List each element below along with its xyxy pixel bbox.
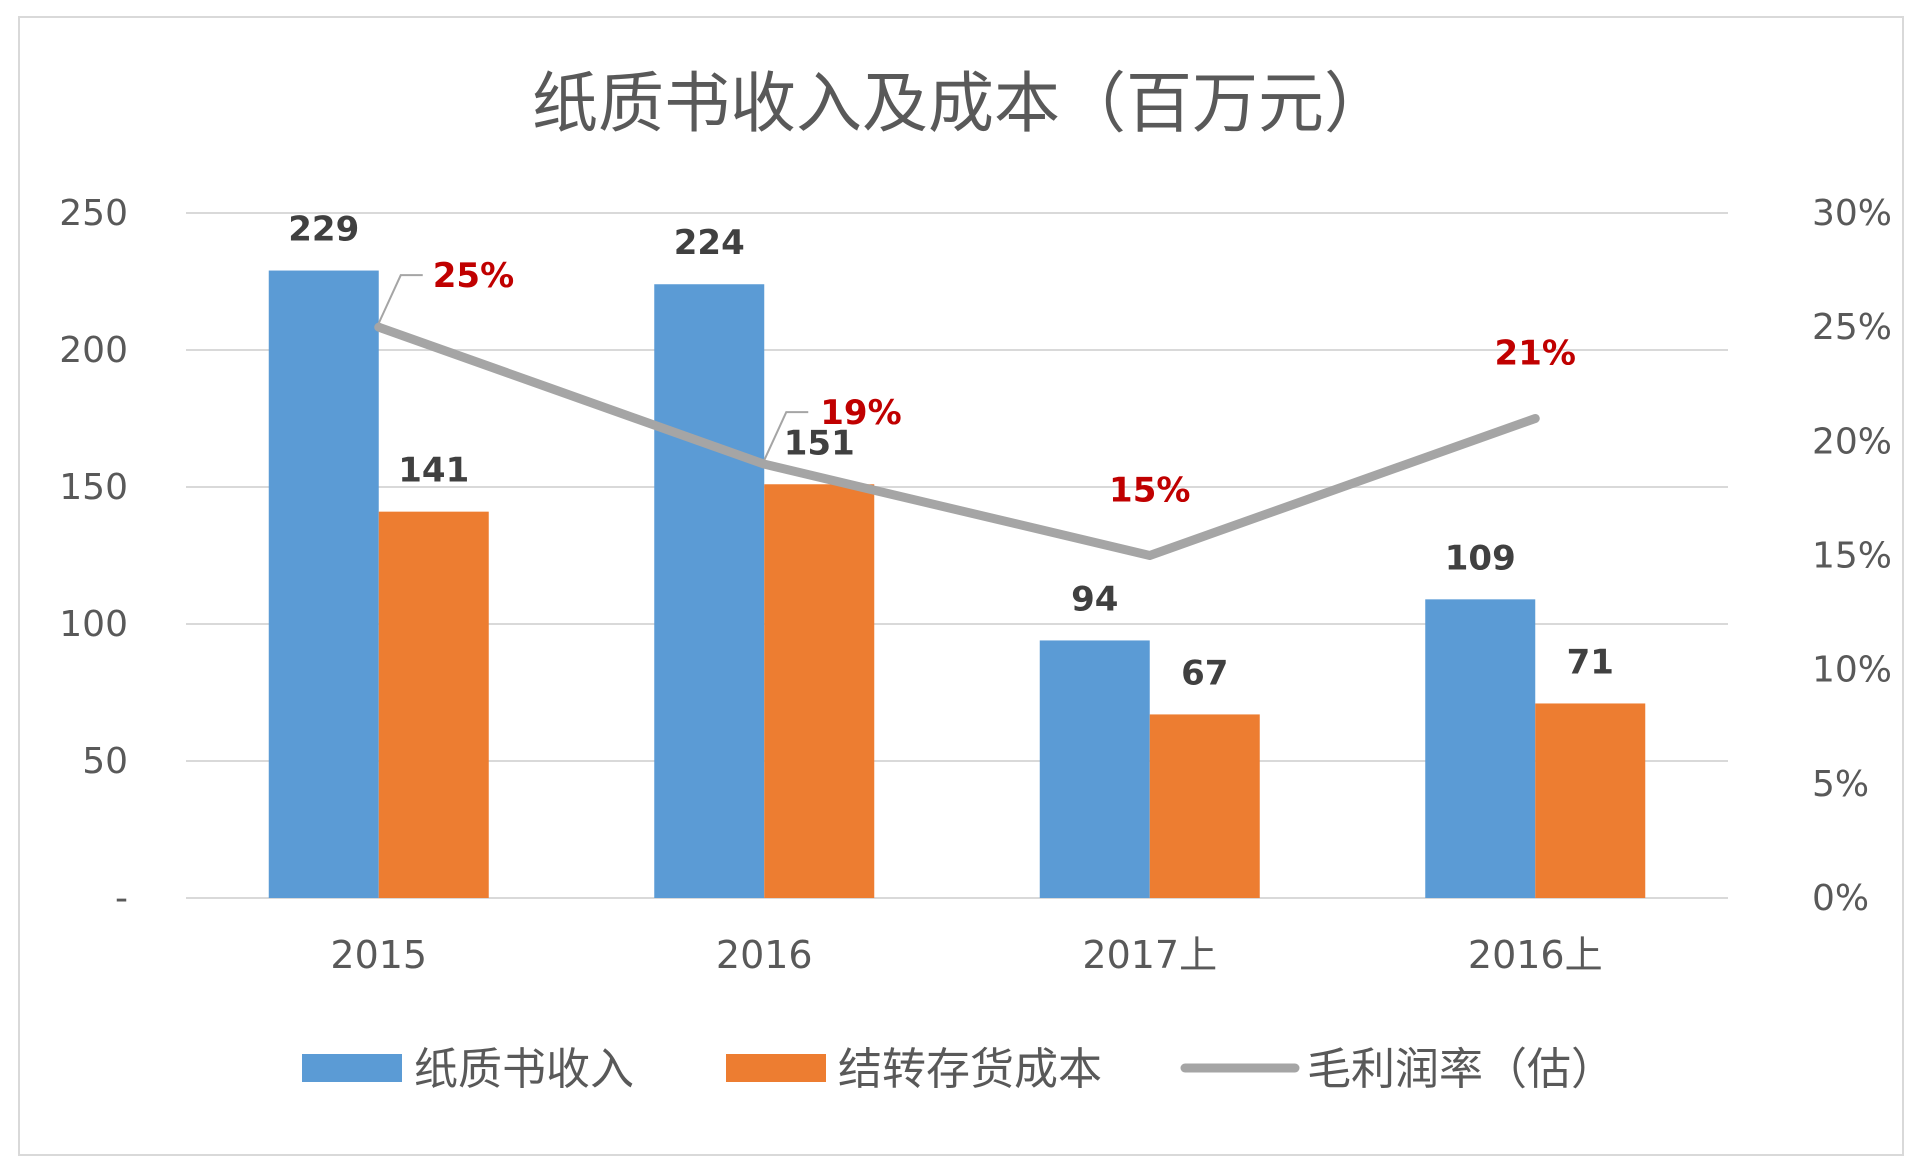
- x-tick-label: 2016: [716, 933, 813, 977]
- leader-line: [377, 274, 423, 324]
- y-right-tick-label: 10%: [1812, 650, 1892, 691]
- bar-revenue: [1425, 599, 1536, 898]
- line-margin-series: [374, 322, 1540, 560]
- legend-label: 结转存货成本: [838, 1044, 1102, 1095]
- chart-frame: 纸质书收入及成本（百万元） - 50 100 150 200 250 0% 5% 10% 15% 20…: [18, 16, 1904, 1156]
- bar-cost: [1535, 703, 1646, 898]
- x-tick-label: 2015: [330, 933, 427, 977]
- bar-revenue: [654, 284, 765, 898]
- y-right-tick-label: 0%: [1812, 878, 1869, 919]
- leader-line: [763, 411, 809, 461]
- y-left-tick-label: -: [115, 878, 128, 919]
- chart-svg: 纸质书收入及成本（百万元） - 50 100 150 200 250 0% 5% 10% 15% 20…: [59, 65, 1892, 1095]
- bar-data-label: 151: [784, 423, 855, 463]
- bar-cost: [378, 511, 489, 898]
- legend-label: 毛利润率（估）: [1307, 1044, 1615, 1095]
- legend-swatch: [302, 1054, 402, 1082]
- chart-title: 纸质书收入及成本（百万元）: [532, 65, 1390, 142]
- line-data-label: 21%: [1495, 334, 1576, 374]
- bar-cost: [1149, 714, 1260, 898]
- line-data-label: 19%: [820, 393, 901, 433]
- x-tick-label: 2016上: [1468, 933, 1603, 977]
- legend-swatch: [726, 1054, 826, 1082]
- y-left-tick-label: 250: [59, 193, 128, 234]
- y-right-tick-label: 5%: [1812, 764, 1869, 805]
- y-right-tick-label: 20%: [1812, 421, 1892, 462]
- bar-data-label: 109: [1445, 538, 1516, 578]
- bar-data-label: 67: [1181, 653, 1228, 693]
- line-data-label: 25%: [433, 256, 514, 296]
- y-right-tick-label: 25%: [1812, 307, 1892, 348]
- y-left-tick-label: 150: [59, 467, 128, 508]
- line-data-label: 15%: [1109, 471, 1190, 511]
- x-tick-label: 2017上: [1082, 933, 1217, 977]
- y-right-tick-label: 15%: [1812, 536, 1892, 577]
- bar-data-label: 141: [398, 451, 469, 491]
- bar-data-label: 71: [1567, 642, 1614, 682]
- y-left-tick-label: 100: [59, 604, 128, 645]
- y-left-tick-label: 50: [82, 741, 128, 782]
- bar-data-label: 229: [288, 210, 359, 250]
- bar-data-label: 224: [674, 223, 745, 263]
- y-right-tick-label: 30%: [1812, 193, 1892, 234]
- legend-label: 纸质书收入: [414, 1044, 634, 1095]
- bar-revenue: [1039, 640, 1150, 898]
- bar-data-label: 94: [1071, 579, 1118, 619]
- bar-revenue: [268, 270, 379, 898]
- bar-cost: [764, 484, 875, 898]
- y-left-tick-label: 200: [59, 330, 128, 371]
